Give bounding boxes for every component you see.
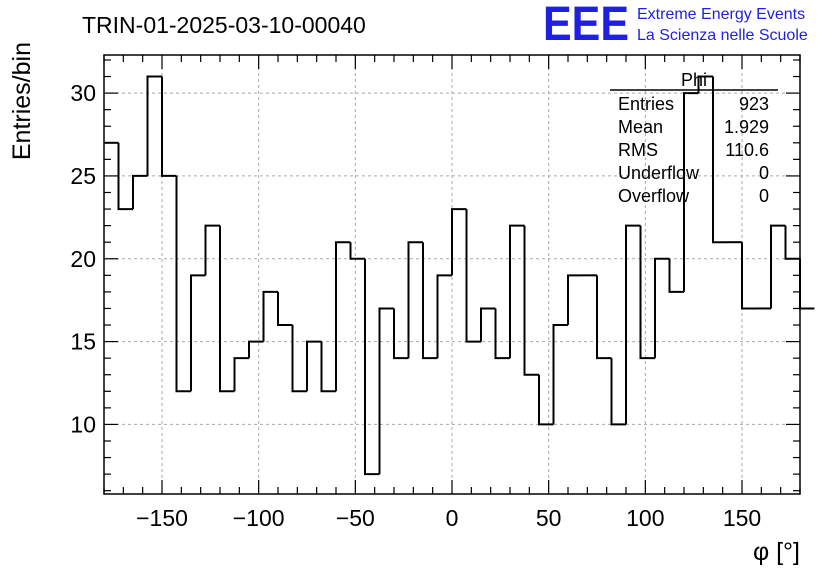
histogram-bin xyxy=(610,358,626,426)
histogram-bin xyxy=(799,258,815,310)
x-axis-ticks: −150 −100 −50 0 50 100 150 xyxy=(103,55,801,531)
histogram-bin xyxy=(465,209,481,343)
y-tick-label: 20 xyxy=(70,246,96,272)
stats-row-label: Overflow xyxy=(618,186,690,206)
stats-row-label: Underflow xyxy=(618,163,700,183)
histogram-bin xyxy=(364,258,380,476)
histogram-bin xyxy=(523,225,539,376)
histogram-bin xyxy=(146,75,162,176)
stats-row-value: 923 xyxy=(739,94,769,114)
histogram-bin xyxy=(596,275,612,360)
y-tick-label: 25 xyxy=(70,163,96,189)
x-tick-label: 50 xyxy=(536,505,562,531)
eee-logo: EEE Extreme Energy Events La Scienza nel… xyxy=(543,0,808,51)
histogram-bin xyxy=(132,174,148,210)
logo-line-2: La Scienza nelle Scuole xyxy=(637,27,808,44)
histogram-outline xyxy=(104,75,815,476)
histogram-bin xyxy=(639,225,655,360)
x-tick-label: −150 xyxy=(136,505,188,531)
stats-row-label: Entries xyxy=(618,94,674,114)
y-tick-label: 15 xyxy=(70,329,96,355)
logo-line-1: Extreme Energy Events xyxy=(637,6,805,23)
stats-row-value: 0 xyxy=(759,186,769,206)
y-tick-label: 10 xyxy=(70,411,96,437)
histogram-bin xyxy=(683,92,699,292)
histogram-bin xyxy=(552,324,568,425)
stats-box: Phi Entries 923 Mean 1.929 RMS 110.6 Underflow… xyxy=(610,70,778,206)
histogram-bin xyxy=(480,307,496,342)
histogram-bin xyxy=(697,75,713,94)
x-tick-label: 150 xyxy=(723,505,761,531)
histogram-bin xyxy=(306,340,322,392)
x-tick-label: 0 xyxy=(446,505,459,531)
histogram-bin xyxy=(248,340,264,359)
x-tick-label: 100 xyxy=(626,505,664,531)
histogram-bin xyxy=(204,224,220,276)
stats-row-label: Mean xyxy=(618,117,663,137)
x-axis-label: φ [°] xyxy=(753,538,800,566)
histogram-bin xyxy=(349,242,365,260)
histogram-bin xyxy=(161,76,177,177)
x-tick-label: −100 xyxy=(233,505,285,531)
histogram-bin xyxy=(509,224,525,359)
y-tick-label: 30 xyxy=(70,80,96,106)
stats-row-label: RMS xyxy=(618,140,658,160)
histogram-bin xyxy=(422,242,438,360)
histogram-bin xyxy=(190,274,206,392)
y-axis-ticks: 10 15 20 25 30 xyxy=(70,59,800,492)
histogram-bin xyxy=(393,308,409,360)
histogram-bin xyxy=(436,274,452,359)
histogram-bin xyxy=(233,357,249,392)
histogram-bin xyxy=(668,258,684,293)
histogram-bin xyxy=(451,208,467,276)
stats-row-value: 110.6 xyxy=(725,140,769,160)
histogram-bin xyxy=(625,224,641,425)
histogram-bin xyxy=(277,291,293,327)
stats-box-rows: Entries 923 Mean 1.929 RMS 110.6 Underflow 0 Ove… xyxy=(618,94,769,206)
histogram-bin xyxy=(654,257,670,359)
histogram-bin xyxy=(378,307,394,475)
stats-row-value: 0 xyxy=(759,163,769,183)
histogram-bin xyxy=(567,274,583,326)
histogram-bin xyxy=(741,242,757,310)
histogram-bin xyxy=(770,224,786,309)
histogram-bin xyxy=(407,241,423,359)
x-tick-label: −50 xyxy=(336,505,375,531)
histogram-bin xyxy=(262,290,278,342)
stats-row-value: 1.929 xyxy=(724,117,769,137)
chart-title: TRIN-01-2025-03-10-00040 xyxy=(82,12,366,38)
histogram-bin xyxy=(117,142,133,211)
histogram-bin xyxy=(219,225,235,393)
eee-logo-mark: EEE xyxy=(543,0,629,51)
histogram-bin xyxy=(538,374,554,426)
histogram-bin xyxy=(175,175,191,393)
histogram-bin xyxy=(335,241,351,392)
histogram-bin xyxy=(712,76,728,244)
histogram-bin xyxy=(320,341,336,393)
y-axis-label: Entries/bin xyxy=(8,42,36,160)
histogram-bin xyxy=(291,325,307,393)
histogram-bin xyxy=(494,308,510,360)
stats-box-title: Phi xyxy=(681,70,707,90)
